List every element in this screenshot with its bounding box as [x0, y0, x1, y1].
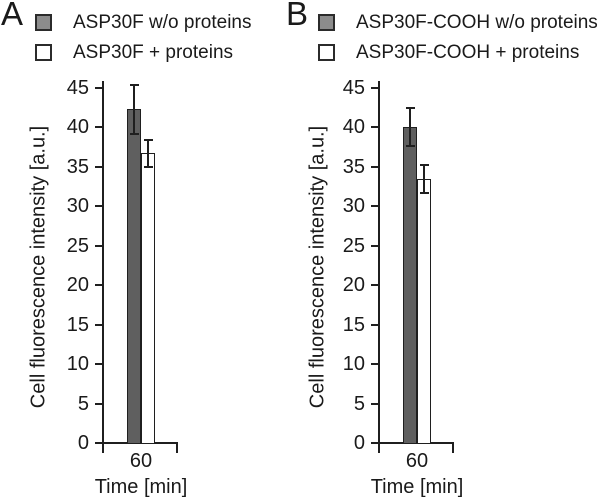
y-tick: [371, 126, 378, 129]
panel-label-a: A: [1, 0, 24, 32]
y-tick-label: 30: [66, 195, 89, 218]
y-tick-label: 5: [77, 392, 89, 415]
x-tick-label: 60: [129, 450, 153, 472]
x-tick-label: 60: [405, 450, 429, 472]
error-bar-cap: [420, 163, 429, 166]
legend-swatch-gray: [35, 14, 52, 31]
error-bar-cap: [144, 139, 153, 142]
y-tick: [95, 126, 102, 129]
y-tick: [371, 165, 378, 168]
legend-label: ASP30F + proteins: [73, 42, 234, 63]
y-tick: [371, 244, 378, 247]
y-tick: [371, 284, 378, 287]
error-bar-line: [147, 140, 149, 167]
x-axis: [378, 442, 454, 444]
y-tick: [371, 402, 378, 405]
legend-swatch-white: [318, 44, 335, 61]
legend-panel-a: ASP30F w/o proteins ASP30F + proteins: [35, 13, 251, 73]
error-bar-cap: [130, 83, 139, 86]
y-tick: [95, 244, 102, 247]
error-bar-cap: [420, 191, 429, 194]
y-tick-label: 15: [66, 313, 89, 336]
x-tick: [176, 443, 178, 453]
legend-label: ASP30F w/o proteins: [73, 12, 252, 33]
legend-label: ASP30F-COOH + proteins: [356, 42, 580, 63]
legend-item: ASP30F-COOH + proteins: [318, 43, 598, 62]
y-tick: [95, 87, 102, 89]
x-axis: [102, 442, 178, 444]
y-tick: [95, 165, 102, 168]
y-tick-label: 45: [342, 77, 365, 99]
x-axis-title: Time [min]: [94, 476, 188, 498]
x-tick: [452, 443, 454, 453]
y-tick-label: 0: [353, 432, 365, 454]
y-tick-label: 45: [66, 77, 89, 99]
error-bar-line: [409, 107, 411, 146]
bar: [141, 153, 155, 444]
bar: [417, 178, 431, 444]
y-tick: [95, 442, 102, 444]
x-axis-title: Time [min]: [370, 476, 464, 498]
y-axis-title: Cell fluorescence intensity [a.u.]: [27, 125, 50, 409]
y-tick-label: 10: [66, 353, 89, 376]
error-bar-cap: [406, 144, 415, 147]
y-tick-label: 20: [66, 274, 89, 297]
error-bar-line: [133, 84, 135, 134]
y-tick: [95, 284, 102, 287]
y-tick: [371, 205, 378, 208]
y-axis-title: Cell fluorescence intensity [a.u.]: [306, 125, 329, 409]
error-bar-cap: [130, 132, 139, 135]
legend-panel-b: ASP30F-COOH w/o proteins ASP30F-COOH + p…: [318, 13, 598, 73]
y-tick: [95, 363, 102, 366]
legend-item: ASP30F w/o proteins: [35, 13, 251, 32]
y-axis: [102, 81, 104, 453]
y-tick: [95, 323, 102, 326]
error-bar-line: [423, 164, 425, 193]
y-tick: [371, 87, 378, 89]
y-tick: [371, 442, 378, 444]
error-bar-cap: [144, 165, 153, 168]
legend-swatch-gray: [318, 14, 335, 31]
y-tick: [95, 402, 102, 405]
bar: [403, 126, 417, 444]
panel-label-b: B: [286, 0, 309, 32]
legend-label: ASP30F-COOH w/o proteins: [356, 12, 598, 33]
error-bar-cap: [406, 106, 415, 109]
y-tick-label: 35: [66, 155, 89, 178]
y-tick-label: 25: [66, 234, 89, 257]
bar: [127, 109, 141, 444]
legend-item: ASP30F + proteins: [35, 43, 251, 62]
y-tick-label: 0: [77, 432, 89, 454]
y-tick: [371, 323, 378, 326]
legend-swatch-white: [35, 44, 52, 61]
y-tick-label: 40: [66, 116, 89, 139]
y-axis: [378, 81, 380, 453]
y-tick: [371, 363, 378, 366]
legend-item: ASP30F-COOH w/o proteins: [318, 13, 598, 32]
y-tick: [95, 205, 102, 208]
